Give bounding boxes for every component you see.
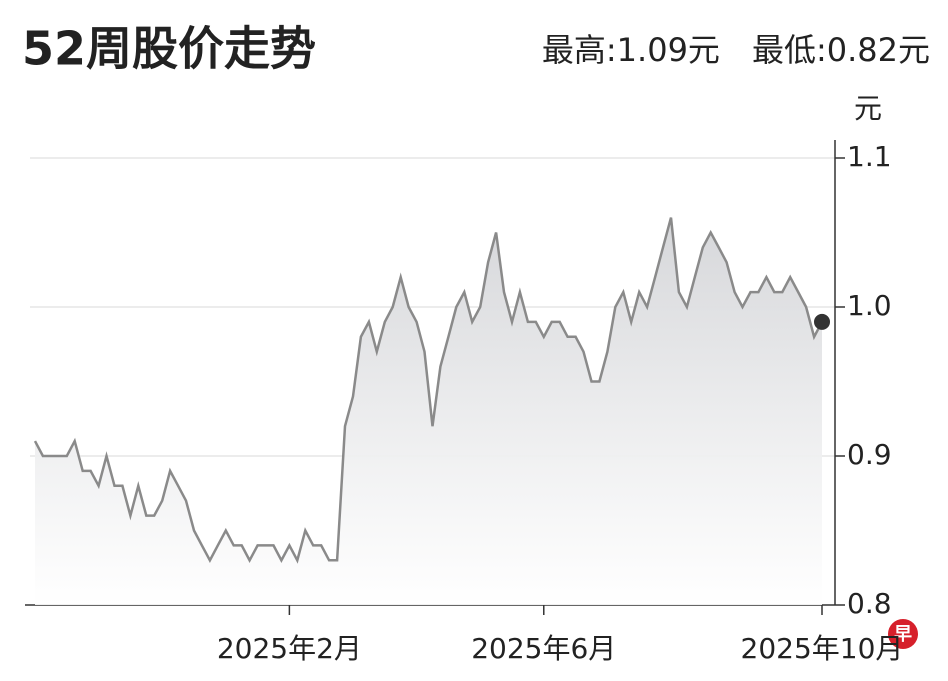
- logo: 早: [894, 624, 912, 645]
- stat-gap: [720, 31, 752, 69]
- last-point: [814, 313, 830, 330]
- stat-label: 最低:: [752, 31, 827, 69]
- stat-label: 最高:: [542, 31, 617, 69]
- stat-unit: 元: [898, 31, 930, 69]
- stat-value: 0.82: [827, 31, 898, 69]
- y-tick-label: 1.1: [847, 140, 892, 173]
- y-tick-label: 0.9: [847, 438, 892, 471]
- y-tick-label: 0.8: [847, 587, 892, 620]
- y-axis-label: 元: [854, 92, 882, 125]
- stat-value: 1.09: [617, 31, 688, 69]
- y-tick-label: 1.0: [847, 289, 892, 322]
- price-line: [33, 217, 824, 564]
- stat-unit: 元: [688, 31, 720, 69]
- x-tick-label: 2025年6月: [471, 632, 616, 665]
- area: [35, 217, 822, 605]
- stats: 最高:1.09元 最低:0.82元: [542, 31, 930, 69]
- x-tick-label: 2025年2月: [217, 632, 362, 665]
- x-tick-label: 2025年10月: [741, 632, 904, 665]
- logo-badge: [888, 619, 918, 649]
- chart-title: 52周股价走势: [22, 22, 316, 76]
